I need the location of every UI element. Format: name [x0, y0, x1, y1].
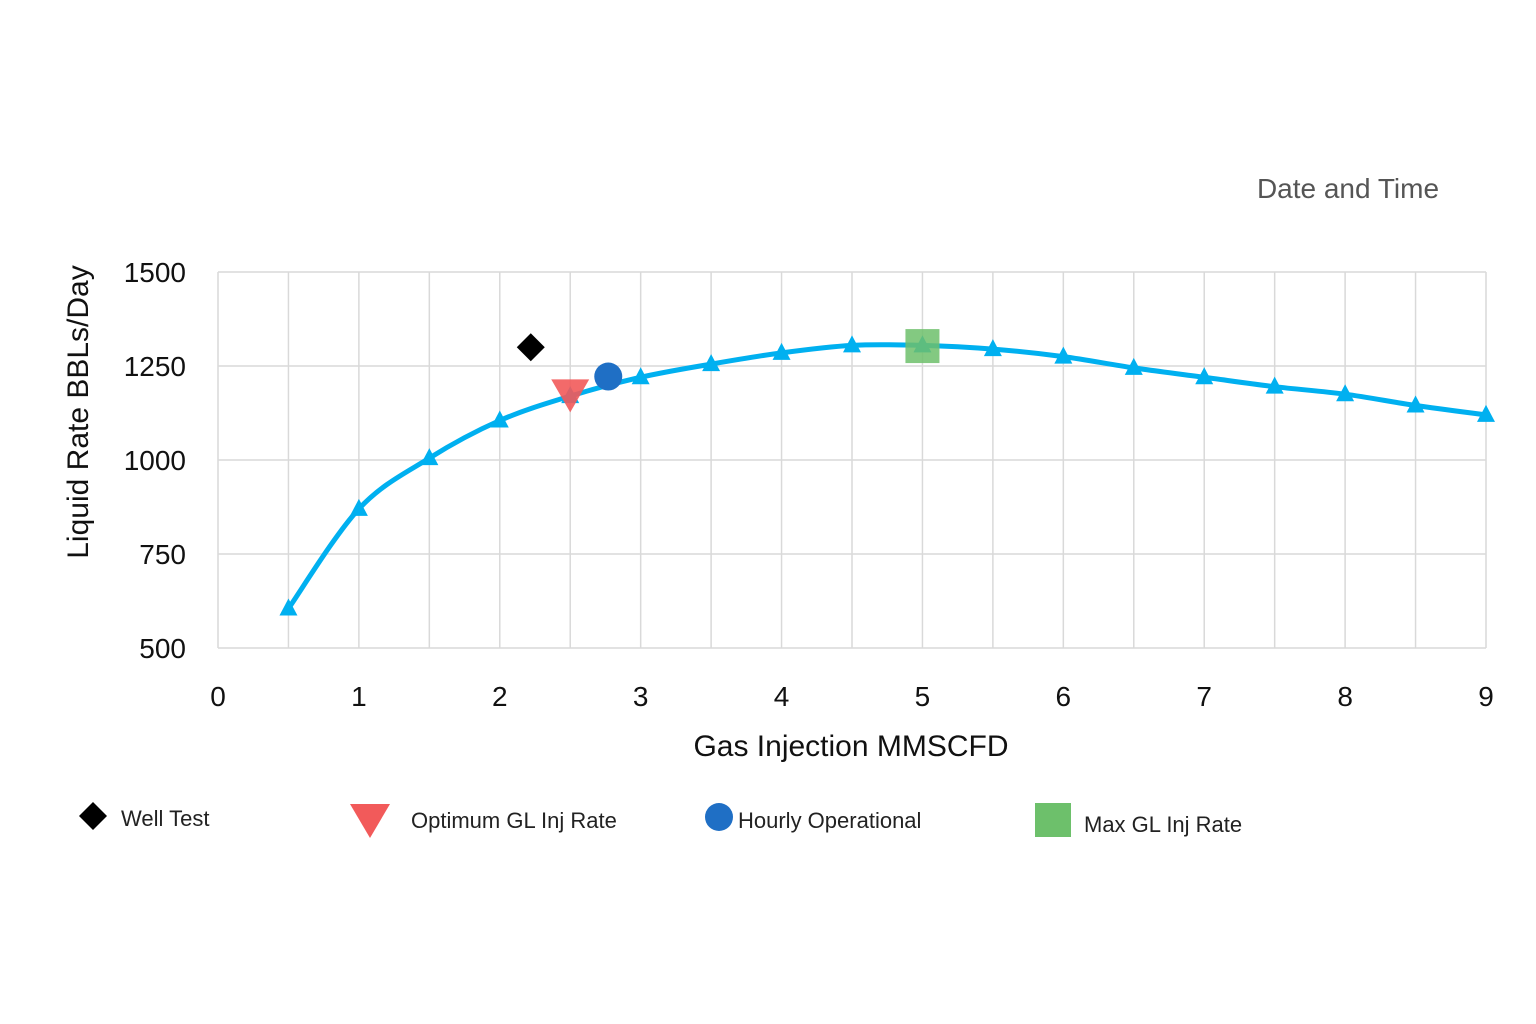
legend-square-swatch [1035, 803, 1071, 837]
operating-points [516, 329, 940, 413]
x-tick-label: 0 [210, 681, 226, 712]
curve-data-point [983, 339, 1002, 357]
x-axis-title: Gas Injection MMSCFD [693, 730, 1008, 763]
curve-markers [279, 335, 1495, 616]
legend-item-max: Max GL Inj Rate [1035, 803, 1242, 837]
gridlines [217, 271, 1487, 649]
hourly-operational-point [594, 362, 623, 391]
legend-diamond-swatch [79, 802, 107, 830]
legend-item-optimum: Optimum GL Inj Rate [350, 804, 617, 838]
curve-data-point [1054, 346, 1073, 364]
curve-data-point [349, 498, 368, 516]
curve-data-point [843, 335, 861, 353]
curve-data-point [1336, 384, 1355, 402]
gas-lift-performance-curve [285, 342, 1489, 612]
curve-data-point [631, 367, 650, 385]
x-tick-labels: 0 1 2 3 4 5 6 7 8 9 [210, 681, 1494, 712]
y-tick-label: 1250 [124, 351, 186, 382]
x-tick-label: 2 [492, 681, 508, 712]
legend-item-hourly: Hourly Operational [705, 803, 921, 833]
curve-data-point [1477, 404, 1495, 422]
curve-data-point [772, 342, 791, 360]
date-and-time-label: Date and Time [1257, 173, 1439, 204]
legend-triangle-down-swatch [350, 804, 390, 838]
legend-label-hourly: Hourly Operational [738, 808, 921, 833]
y-axis-title: Liquid Rate BBLs/Day [62, 265, 95, 559]
legend-label-well-test: Well Test [121, 806, 209, 831]
legend-label-optimum: Optimum GL Inj Rate [411, 808, 617, 833]
x-tick-label: 8 [1337, 681, 1353, 712]
legend-item-well-test: Well Test [79, 802, 209, 831]
curve-data-point [1195, 367, 1214, 385]
x-tick-label: 6 [1056, 681, 1072, 712]
well-test-point [516, 333, 545, 362]
curve-data-point [1265, 376, 1284, 394]
legend-circle-swatch [705, 803, 733, 831]
y-tick-label: 750 [139, 539, 186, 570]
legend: Well Test Optimum GL Inj Rate Hourly Ope… [79, 802, 1242, 838]
x-tick-label: 5 [915, 681, 931, 712]
y-tick-labels: 500 750 1000 1250 1500 [124, 257, 186, 664]
legend-label-max: Max GL Inj Rate [1084, 812, 1242, 837]
x-tick-label: 3 [633, 681, 649, 712]
optimum-gl-inj-rate-point [551, 379, 590, 413]
curve-data-point [420, 448, 439, 466]
curve-data-point [1124, 357, 1143, 375]
y-tick-label: 1000 [124, 445, 186, 476]
curve-data-point [1406, 395, 1425, 413]
x-tick-label: 4 [774, 681, 790, 712]
curve-data-point [279, 598, 298, 616]
y-tick-label: 1500 [124, 257, 186, 288]
y-tick-label: 500 [139, 633, 186, 664]
x-tick-label: 9 [1478, 681, 1494, 712]
max-gl-inj-rate-point [905, 329, 940, 364]
curve-data-point [490, 410, 509, 428]
curve-data-point [702, 354, 721, 372]
x-tick-label: 1 [351, 681, 367, 712]
x-tick-label: 7 [1196, 681, 1212, 712]
